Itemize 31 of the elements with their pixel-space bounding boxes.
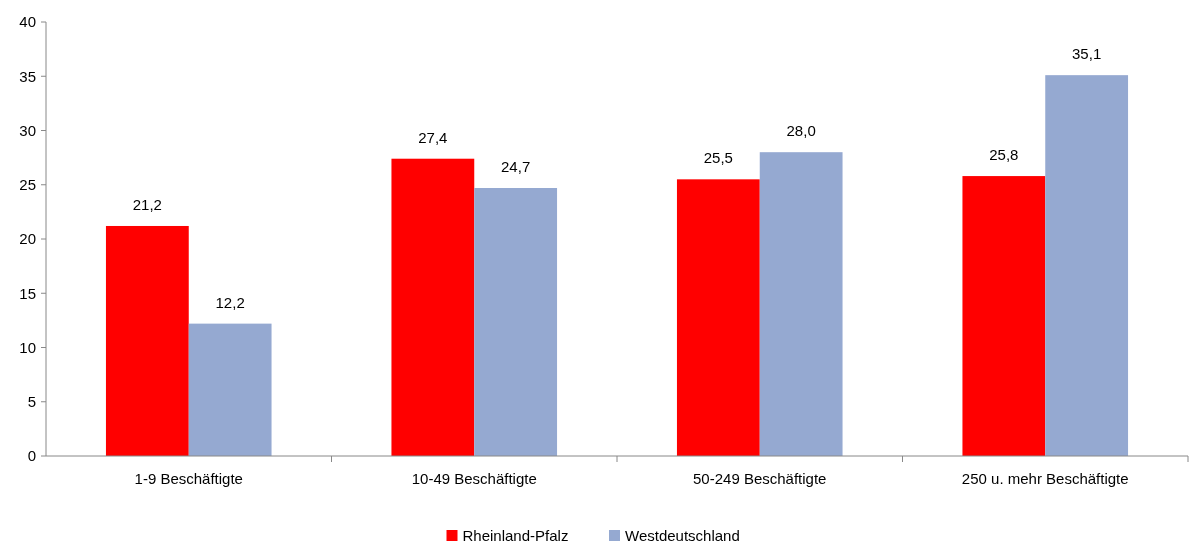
bar xyxy=(759,152,843,456)
y-tick-label: 20 xyxy=(19,230,36,248)
data-label: 25,5 xyxy=(703,149,733,167)
data-label: 28,0 xyxy=(786,122,816,140)
x-tick-label: 250 u. mehr Beschäftigte xyxy=(961,470,1129,487)
y-tick-label: 0 xyxy=(27,447,36,465)
data-label: 35,1 xyxy=(1072,45,1102,63)
data-label: 25,8 xyxy=(989,146,1019,164)
legend-label: Westdeutschland xyxy=(625,527,740,545)
y-tick-label: 35 xyxy=(19,67,36,85)
y-tick-label: 25 xyxy=(19,176,36,193)
x-tick-label: 50-249 Beschäftigte xyxy=(693,470,827,487)
data-label: 27,4 xyxy=(418,128,448,146)
y-tick-label: 10 xyxy=(19,338,36,356)
data-label: 21,2 xyxy=(132,195,162,213)
bar xyxy=(105,225,189,456)
x-tick-label: 1-9 Beschäftigte xyxy=(134,470,243,487)
y-tick-label: 40 xyxy=(19,13,36,31)
legend-label: Rheinland-Pfalz xyxy=(462,527,569,545)
bar xyxy=(676,179,760,456)
x-tick-label: 10-49 Beschäftigte xyxy=(411,470,537,487)
bar xyxy=(962,176,1046,456)
data-label: 12,2 xyxy=(215,293,245,311)
y-tick-label: 30 xyxy=(19,121,36,139)
bar xyxy=(474,188,558,456)
y-tick-label: 15 xyxy=(19,284,36,302)
data-label: 24,7 xyxy=(501,158,531,176)
bar xyxy=(188,323,272,456)
y-tick-label: 5 xyxy=(27,393,36,410)
bar xyxy=(391,158,475,456)
bar xyxy=(1045,75,1129,456)
